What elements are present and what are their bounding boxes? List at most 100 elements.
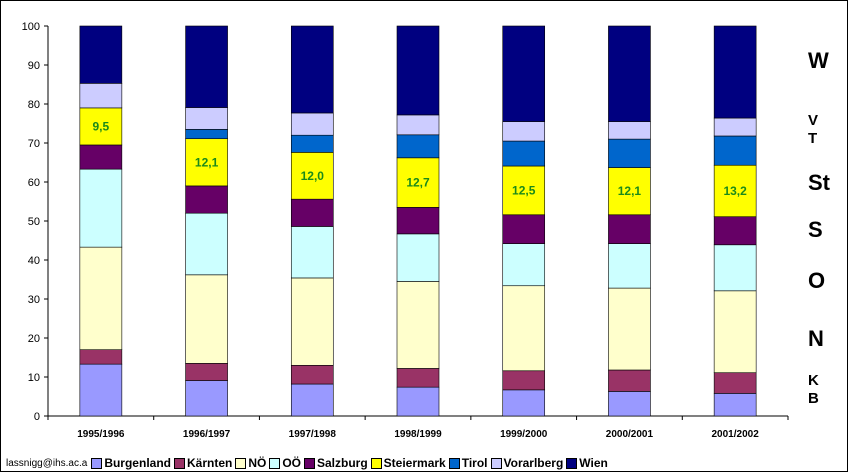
legend-label: Burgenland	[104, 456, 171, 470]
data-label: 12,0	[301, 169, 325, 183]
bar-segment	[185, 363, 228, 381]
x-tick-label: 2000/2001	[606, 429, 654, 440]
bar-segment	[713, 372, 757, 394]
data-label: 12,7	[406, 176, 430, 190]
legend-swatch	[235, 457, 247, 469]
legend-label: Tirol	[461, 456, 488, 470]
y-tick-label: 70	[28, 138, 40, 150]
legend-label: OÖ	[282, 456, 301, 470]
bar-segment	[396, 25, 440, 116]
x-tick-label: 1995/1996	[77, 429, 125, 440]
legend-item: Kärnten	[173, 456, 233, 470]
bar-segment	[608, 391, 651, 417]
bar-segment	[396, 281, 440, 369]
legend-swatch	[490, 457, 502, 469]
legend-swatch	[91, 457, 103, 469]
x-tick-label: 1996/1997	[183, 429, 231, 440]
legend-label: Steiermark	[383, 456, 446, 470]
y-tick-label: 0	[34, 411, 40, 423]
legend-swatch	[173, 457, 185, 469]
side-label-s: S	[808, 217, 823, 242]
legend-swatch	[448, 457, 460, 469]
legend-item: Salzburg	[304, 456, 368, 470]
data-label: 12,1	[195, 155, 219, 169]
bar-segment	[713, 244, 757, 292]
bar-segment	[608, 369, 651, 392]
bar-segment	[608, 167, 651, 216]
legend-item: Burgenland	[91, 456, 171, 470]
legend: lassnigg@ihs.ac.a Burgenland Kärnten NÖ OÖ S…	[6, 455, 611, 471]
legend-label: Vorarlberg	[503, 456, 564, 470]
bar-segment	[290, 277, 334, 366]
bar-segment	[396, 386, 440, 417]
bar-segment	[502, 389, 546, 417]
bar-segment	[396, 114, 440, 136]
legend-item: OÖ	[269, 456, 301, 470]
bar-segment	[502, 121, 546, 142]
legend-swatch	[269, 457, 281, 469]
bar-segment	[396, 233, 440, 282]
bar-segment	[608, 214, 651, 244]
bar-segment	[713, 25, 757, 119]
bar-segment	[185, 107, 228, 130]
side-label-o: O	[808, 268, 826, 293]
side-label-k: K	[808, 372, 819, 389]
bar-segment	[713, 117, 757, 137]
bar-segment	[290, 383, 334, 417]
legend-swatch	[370, 457, 382, 469]
bar-segment	[608, 121, 651, 140]
bar-segment	[502, 165, 546, 216]
legend-item: Steiermark	[370, 456, 446, 470]
bar-segment	[713, 216, 757, 246]
data-label: 12,5	[512, 183, 536, 197]
bar-segment	[713, 290, 757, 374]
side-label-st: St	[808, 170, 830, 195]
legend-swatch	[304, 457, 315, 469]
y-tick-label: 80	[28, 99, 40, 111]
legend-label: Kärnten	[186, 456, 233, 470]
side-labels: W V T St S O N K B	[808, 0, 848, 472]
bar-segment	[396, 134, 440, 159]
bar-segment	[79, 246, 123, 351]
bar-segment	[290, 25, 334, 114]
y-tick-label: 90	[28, 60, 40, 72]
y-tick-label: 10	[28, 372, 40, 384]
y-tick-label: 100	[22, 21, 40, 33]
side-label-v: V	[808, 112, 819, 129]
bar-segment	[608, 243, 651, 289]
bar-segment	[502, 285, 546, 372]
y-tick-label: 30	[28, 294, 40, 306]
legend-item: Tirol	[448, 456, 488, 470]
y-tick-label: 60	[28, 177, 40, 189]
bar-segment	[185, 212, 228, 276]
x-tick-label: 1999/2000	[500, 429, 548, 440]
legend-label: NÖ	[248, 456, 267, 470]
y-tick-label: 40	[28, 255, 40, 267]
bar-segment	[396, 207, 440, 235]
bar-segment	[502, 140, 546, 167]
bar-segment	[185, 25, 228, 108]
legend-credit: lassnigg@ihs.ac.a	[6, 457, 88, 469]
bar-segment	[608, 138, 651, 168]
bar-segment	[79, 83, 123, 109]
bar-segment	[713, 164, 757, 218]
y-tick-label: 50	[28, 216, 40, 228]
x-tick-label: 2001/2002	[712, 429, 760, 440]
bar-segment	[79, 363, 123, 417]
bar-segment	[396, 368, 440, 388]
data-label: 13,2	[723, 184, 747, 198]
bar-segment	[713, 135, 757, 166]
x-tick-label: 1997/1998	[289, 429, 337, 440]
legend-label: Wien	[579, 456, 608, 470]
side-label-t: T	[808, 130, 818, 147]
bar-segment	[79, 168, 123, 248]
bar-segment	[502, 243, 546, 287]
bar-segment	[79, 144, 123, 170]
bar-segment	[79, 25, 123, 84]
bar-segment	[608, 287, 651, 371]
legend-label: Salzburg	[317, 456, 368, 470]
legend-item: Wien	[566, 456, 608, 470]
y-tick-label: 20	[28, 333, 40, 345]
bar-segment	[502, 214, 546, 244]
bar-segment	[79, 107, 123, 146]
